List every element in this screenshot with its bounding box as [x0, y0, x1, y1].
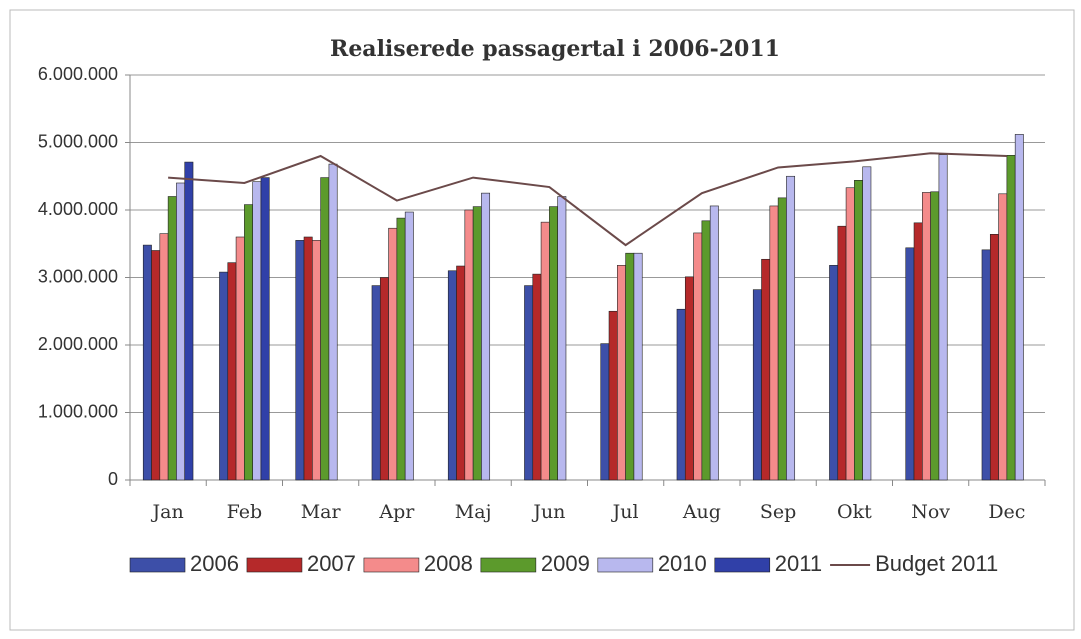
- bar: [464, 209, 474, 481]
- bar: [981, 249, 991, 481]
- bar: [998, 193, 1008, 481]
- bar: [456, 265, 466, 481]
- bar: [142, 244, 152, 481]
- bar: [752, 289, 762, 481]
- legend-label: 2010: [658, 551, 707, 576]
- bar: [608, 310, 618, 481]
- bar: [913, 222, 923, 481]
- bar: [693, 232, 703, 481]
- bar: [151, 250, 161, 481]
- bar: [252, 181, 262, 481]
- bar: [371, 285, 381, 481]
- y-tick-label: 1.000.000: [38, 401, 118, 421]
- bar: [676, 308, 686, 481]
- x-tick-label: Jan: [151, 501, 184, 523]
- y-tick-label: 0: [108, 469, 118, 489]
- x-tick-label: Jun: [531, 501, 565, 523]
- bar: [709, 205, 719, 481]
- x-tick-label: Maj: [455, 501, 492, 523]
- x-tick-label: Aug: [682, 501, 721, 523]
- bar: [761, 258, 771, 481]
- x-tick-label: Mar: [301, 501, 342, 523]
- bar: [786, 175, 796, 481]
- bar: [159, 233, 169, 481]
- bar: [260, 177, 270, 481]
- bar: [312, 240, 321, 481]
- y-tick-label: 5.000.000: [38, 131, 118, 151]
- bar: [930, 191, 940, 481]
- legend-label: 2008: [424, 551, 473, 576]
- x-tick-label: Apr: [378, 501, 415, 523]
- bar: [938, 154, 948, 481]
- x-tick-label: Sep: [760, 501, 796, 523]
- bar: [481, 192, 491, 481]
- bar: [295, 240, 305, 481]
- bar: [404, 211, 414, 481]
- legend-label: Budget 2011: [875, 551, 998, 576]
- bar: [625, 252, 635, 481]
- x-tick-label: Feb: [227, 501, 263, 523]
- bar: [1006, 155, 1016, 481]
- bar: [472, 206, 482, 481]
- bar: [769, 205, 779, 481]
- legend-label: 2009: [541, 551, 590, 576]
- x-tick-label: Nov: [911, 501, 950, 523]
- bar: [524, 285, 534, 481]
- bar: [617, 265, 626, 481]
- bar: [388, 227, 398, 481]
- bar: [244, 204, 253, 481]
- legend-label: 2006: [190, 551, 239, 576]
- legend-swatch: [480, 557, 537, 573]
- bar: [184, 161, 194, 481]
- legend-swatch: [597, 557, 654, 573]
- bar: [854, 180, 863, 481]
- y-tick-label: 4.000.000: [38, 199, 118, 219]
- x-tick-label: Okt: [837, 501, 872, 523]
- y-tick-label: 6.000.000: [38, 64, 118, 84]
- bar: [922, 192, 931, 481]
- y-tick-label: 2.000.000: [38, 334, 118, 354]
- bar: [557, 196, 567, 481]
- bar: [845, 187, 855, 481]
- bar: [777, 197, 787, 481]
- bar: [905, 247, 915, 481]
- bar: [1014, 134, 1024, 481]
- bar: [549, 206, 558, 481]
- bar: [684, 276, 694, 481]
- legend-swatch: [714, 557, 771, 573]
- chart-title: Realiserede passagertal i 2006-2011: [330, 36, 780, 62]
- bar: [600, 343, 610, 481]
- bar: [837, 225, 847, 481]
- bar: [227, 262, 237, 481]
- legend-label: 2011: [775, 551, 822, 576]
- bar: [396, 217, 406, 481]
- bar: [167, 196, 177, 481]
- bar: [235, 236, 245, 481]
- bar: [540, 221, 550, 481]
- bar: [447, 270, 457, 481]
- legend-label: 2007: [307, 551, 356, 576]
- bar: [303, 236, 313, 481]
- bar: [989, 234, 999, 481]
- bar: [829, 265, 839, 481]
- legend-swatch: [363, 557, 420, 573]
- legend-swatch: [129, 557, 186, 573]
- bar: [633, 252, 643, 481]
- x-tick-label: Dec: [988, 501, 1025, 523]
- y-tick-label: 3.000.000: [38, 266, 118, 286]
- bar: [219, 271, 229, 481]
- bar: [328, 163, 338, 481]
- bar: [532, 273, 542, 481]
- bar: [176, 182, 186, 481]
- bar: [862, 166, 872, 481]
- legend-swatch: [246, 557, 303, 573]
- x-tick-label: Jul: [611, 501, 639, 523]
- bar: [701, 220, 711, 481]
- bar: [320, 177, 330, 481]
- line: [168, 152, 1007, 247]
- bar: [379, 277, 389, 481]
